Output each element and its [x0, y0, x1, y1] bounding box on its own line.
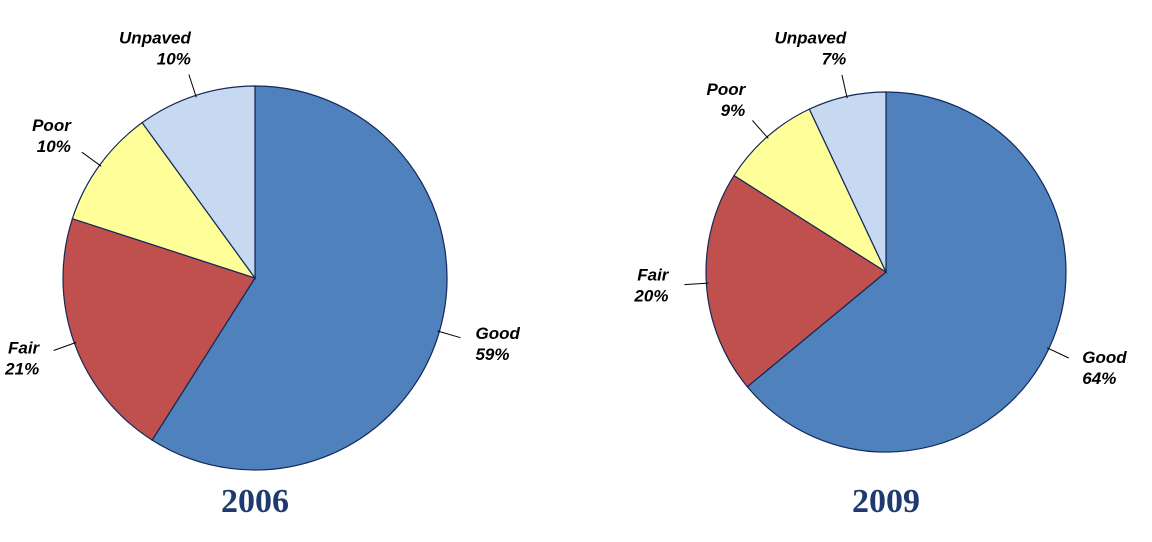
leader-line: [841, 74, 848, 99]
slice-label: Unpaved: [774, 28, 846, 47]
leader-line: [81, 151, 102, 167]
slice-label: Unpaved: [119, 29, 191, 48]
slice-value: 64%: [1082, 369, 1116, 388]
slice-value: 10%: [37, 137, 71, 156]
chart-title: 2006: [221, 483, 289, 520]
leader-line: [188, 74, 197, 98]
slice-label: Good: [1082, 348, 1127, 367]
pie-chart: Good 59% Fair 21% Poor 10% Unpaved 10% 2006: [4, 29, 520, 520]
slice-label: Poor: [706, 80, 746, 99]
leader-line: [752, 120, 769, 139]
chart-title: 2009: [852, 483, 920, 520]
slice-value: 7%: [822, 49, 847, 68]
slice-value: 59%: [475, 345, 509, 364]
slice-label: Poor: [32, 116, 72, 135]
leader-line: [53, 341, 77, 351]
slice-label: Fair: [8, 338, 41, 357]
slice-value: 21%: [4, 359, 39, 378]
slice-label: Good: [475, 324, 520, 343]
slice-label: Fair: [637, 265, 670, 284]
leader-line: [437, 330, 461, 339]
slice-value: 10%: [157, 50, 191, 69]
leader-line: [1046, 347, 1069, 359]
pie-chart: Good 64% Fair 20% Poor 9% Unpaved 7% 2009: [633, 28, 1127, 520]
slice-value: 20%: [633, 286, 668, 305]
slice-value: 9%: [721, 101, 746, 120]
leader-line: [684, 282, 709, 286]
